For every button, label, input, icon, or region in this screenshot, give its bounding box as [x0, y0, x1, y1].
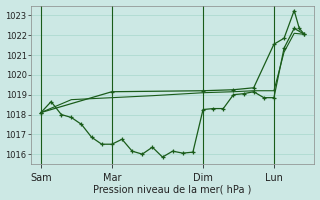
- X-axis label: Pression niveau de la mer( hPa ): Pression niveau de la mer( hPa ): [93, 184, 252, 194]
